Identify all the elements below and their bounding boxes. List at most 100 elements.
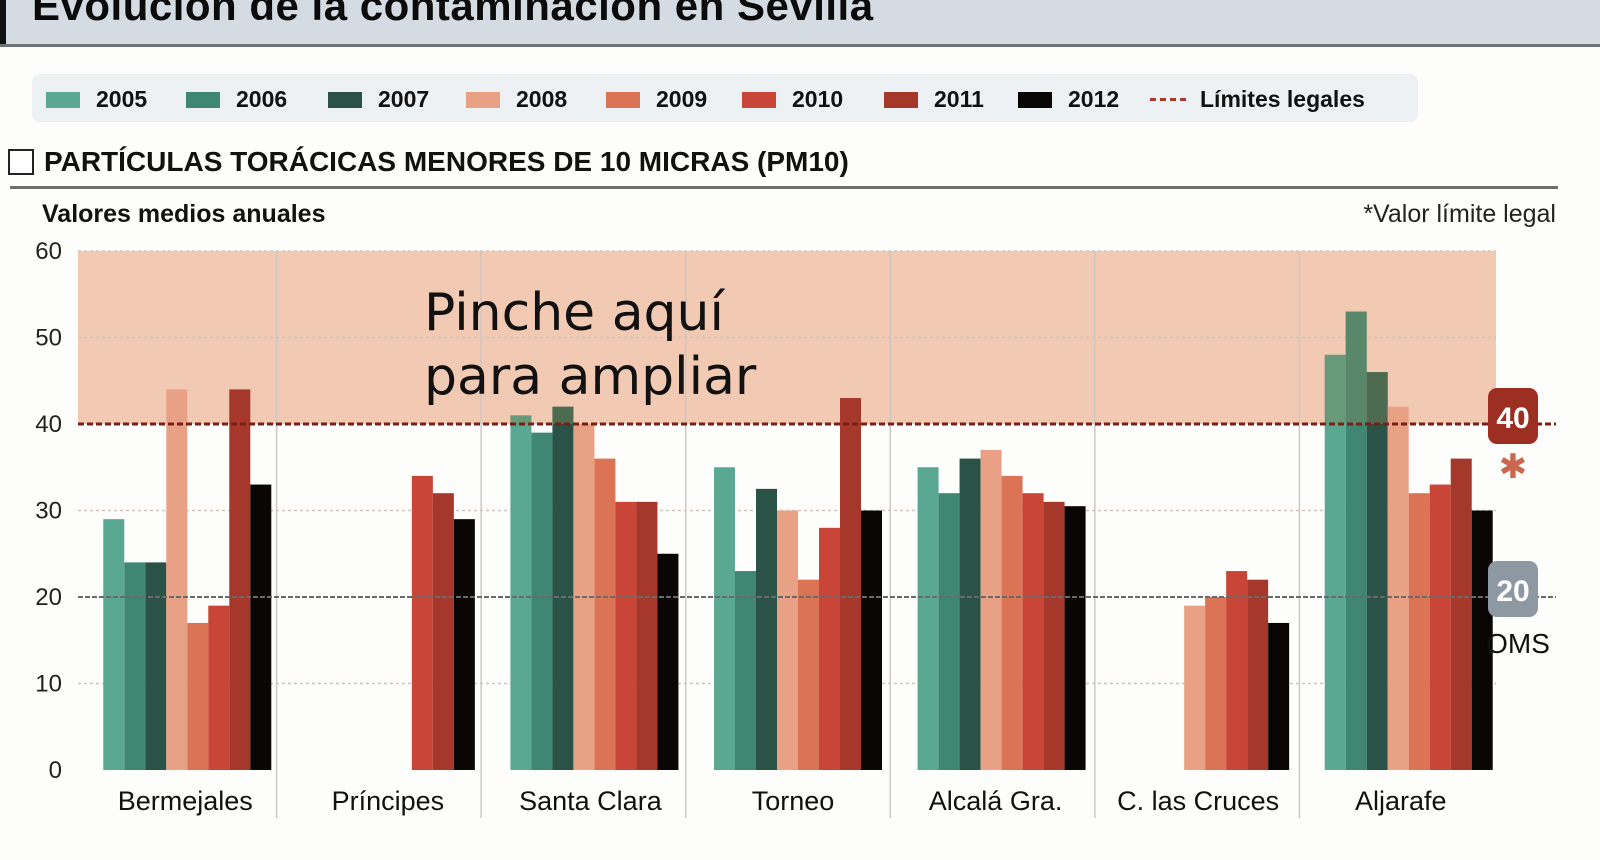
bar-2008-4 bbox=[980, 449, 1002, 770]
bar-2012-6 bbox=[1471, 510, 1493, 770]
page-title: Evolución de la contaminación en Sevilla bbox=[32, 0, 874, 29]
y-tick-label: 0 bbox=[49, 757, 62, 784]
enlarge-overlay[interactable]: Pinche aquí para ampliar bbox=[424, 283, 757, 407]
bar-2012-1 bbox=[453, 519, 475, 770]
legend-label: Límites legales bbox=[1200, 86, 1365, 112]
overlay-text-line2[interactable]: para ampliar bbox=[424, 347, 757, 407]
x-tick-label: Bermejales bbox=[118, 786, 253, 816]
legend-item-2009: 2009 bbox=[606, 86, 707, 113]
legend-label: 2011 bbox=[934, 86, 984, 112]
legend-swatch-2007 bbox=[328, 91, 362, 108]
legend-limit-line-icon bbox=[1150, 98, 1186, 101]
x-tick-label: Santa Clara bbox=[519, 786, 663, 816]
bar-2012-4 bbox=[1064, 506, 1086, 770]
checkbox-icon bbox=[8, 149, 34, 175]
bar-2005-6 bbox=[1324, 354, 1346, 770]
header-banner: Evolución de la contaminación en Sevilla bbox=[0, 0, 1600, 47]
legend-item-2007: 2007 bbox=[328, 86, 429, 113]
legend-label: 2012 bbox=[1068, 86, 1120, 112]
bar-2009-6 bbox=[1408, 493, 1430, 770]
legend-swatch-2012 bbox=[1018, 91, 1052, 108]
y-tick-label: 60 bbox=[35, 238, 62, 265]
bar-overlay-above-limit bbox=[1345, 311, 1367, 424]
bar-2005-0 bbox=[103, 519, 125, 770]
bar-2011-0 bbox=[229, 389, 251, 770]
legend-item-2006: 2006 bbox=[186, 86, 287, 113]
y-tick-label: 50 bbox=[35, 325, 62, 352]
limit-badge-value: 40 bbox=[1496, 402, 1529, 435]
y-tick-label: 10 bbox=[35, 671, 62, 698]
y-tick-label: 30 bbox=[35, 498, 62, 525]
legend-item-2008: 2008 bbox=[466, 86, 567, 113]
bar-overlay-above-limit bbox=[1366, 372, 1388, 424]
bar-2006-4 bbox=[938, 493, 960, 770]
bar-2009-0 bbox=[187, 622, 209, 770]
bar-2006-0 bbox=[124, 562, 146, 770]
limit-badge-value: 20 bbox=[1496, 575, 1529, 608]
bar-2005-2 bbox=[510, 415, 532, 770]
bar-2010-0 bbox=[208, 605, 230, 770]
legend-swatch-2008 bbox=[466, 91, 500, 108]
legend-swatch-2011 bbox=[884, 91, 918, 108]
legend-swatch-2010 bbox=[742, 91, 776, 108]
bar-2010-5 bbox=[1226, 571, 1248, 770]
bar-2008-3 bbox=[777, 510, 798, 770]
bar-overlay-above-limit bbox=[552, 406, 574, 424]
bar-2010-1 bbox=[411, 475, 433, 770]
bar-2010-2 bbox=[615, 501, 637, 770]
bar-2012-0 bbox=[250, 484, 272, 770]
bar-2008-5 bbox=[1184, 605, 1206, 770]
legend-swatch-2005 bbox=[46, 91, 80, 108]
bar-2010-4 bbox=[1022, 493, 1044, 770]
oms-label: OMS bbox=[1486, 628, 1550, 659]
overlay-text-line1[interactable]: Pinche aquí bbox=[424, 283, 726, 343]
legend-label: 2005 bbox=[96, 86, 148, 112]
legend-item-2005: 2005 bbox=[46, 86, 147, 113]
bar-2011-3 bbox=[840, 398, 861, 770]
bar-2011-1 bbox=[432, 493, 454, 770]
section-title: PARTÍCULAS TORÁCICAS MENORES DE 10 MICRA… bbox=[44, 146, 849, 177]
bar-2012-2 bbox=[657, 553, 679, 770]
banner-accent-bar bbox=[0, 0, 6, 44]
x-tick-label: C. las Cruces bbox=[1117, 786, 1279, 816]
bar-2009-4 bbox=[1001, 475, 1023, 770]
legend-label: 2006 bbox=[236, 86, 288, 112]
limit-badge-20 bbox=[1488, 561, 1538, 617]
bar-overlay-above-limit bbox=[1324, 354, 1346, 424]
bar-2007-0 bbox=[145, 562, 167, 770]
section-heading: PARTÍCULAS TORÁCICAS MENORES DE 10 MICRA… bbox=[8, 146, 849, 178]
legend-swatch-2009 bbox=[606, 91, 640, 108]
x-tick-label: Príncipes bbox=[332, 786, 445, 816]
limit-badge-40 bbox=[1488, 388, 1538, 444]
bar-2007-2 bbox=[552, 406, 574, 770]
bar-2007-3 bbox=[756, 488, 777, 770]
bar-overlay-above-limit bbox=[510, 415, 532, 424]
legend-item-limits: Límites legales bbox=[1150, 86, 1365, 113]
section-divider bbox=[10, 186, 1558, 189]
bar-2005-3 bbox=[714, 467, 735, 770]
asterisk-icon: ✱ bbox=[1499, 447, 1528, 487]
bar-2011-6 bbox=[1450, 458, 1472, 770]
bar-2008-6 bbox=[1387, 406, 1409, 770]
bar-2009-5 bbox=[1205, 597, 1227, 770]
legend-label: 2008 bbox=[516, 86, 568, 112]
bar-2011-4 bbox=[1043, 501, 1065, 770]
legend-label: 2010 bbox=[792, 86, 844, 112]
chart-subtitle: Valores medios anuales bbox=[42, 200, 326, 228]
legend-item-2011: 2011 bbox=[884, 86, 984, 113]
bar-2010-6 bbox=[1429, 484, 1451, 770]
bar-2011-2 bbox=[636, 501, 658, 770]
bar-2006-6 bbox=[1345, 311, 1367, 770]
bar-2006-3 bbox=[735, 571, 756, 770]
legal-limit-note: *Valor límite legal bbox=[1363, 200, 1556, 228]
bar-2011-5 bbox=[1247, 579, 1269, 770]
y-tick-label: 40 bbox=[35, 411, 62, 438]
bar-2008-0 bbox=[166, 389, 188, 770]
legend-item-2012: 2012 bbox=[1018, 86, 1119, 113]
x-tick-label: Aljarafe bbox=[1355, 786, 1447, 816]
bar-2006-2 bbox=[531, 432, 553, 770]
bar-2010-3 bbox=[819, 527, 840, 770]
legend-item-2010: 2010 bbox=[742, 86, 843, 113]
bar-2009-3 bbox=[798, 579, 819, 770]
